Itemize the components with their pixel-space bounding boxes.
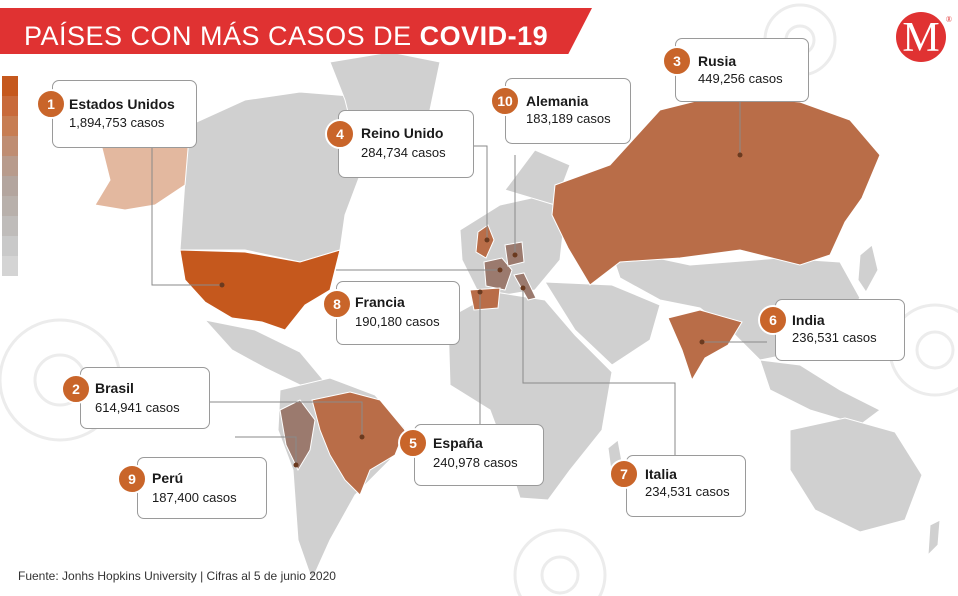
rank-badge: 5 xyxy=(398,428,428,458)
japan-shape xyxy=(857,244,879,293)
country-card: Rusia 449,256 casos xyxy=(675,38,809,102)
country-name: España xyxy=(433,435,483,451)
usa-shape xyxy=(179,249,341,331)
country-card: Perú 187,400 casos xyxy=(137,457,267,519)
country-cases: 240,978 casos xyxy=(433,455,518,470)
southeast-asia-shape xyxy=(759,359,881,426)
rank-badge: 2 xyxy=(61,374,91,404)
country-card: Reino Unido 284,734 casos xyxy=(338,110,474,178)
country-name: Perú xyxy=(152,470,184,486)
country-card: India 236,531 casos xyxy=(775,299,905,361)
scandinavia-shape xyxy=(504,149,571,206)
spain-shape xyxy=(469,287,501,311)
country-card: España 240,978 casos xyxy=(414,424,544,486)
india-shape xyxy=(667,309,743,382)
country-name: Francia xyxy=(355,294,405,310)
country-cases: 234,531 casos xyxy=(645,484,730,499)
legend-swatch xyxy=(2,176,18,196)
country-name: Estados Unidos xyxy=(69,96,175,112)
rank-badge: 1 xyxy=(36,89,66,119)
country-cases: 187,400 casos xyxy=(152,490,237,505)
color-scale-legend xyxy=(2,76,18,276)
country-cases: 284,734 casos xyxy=(361,145,446,160)
australia-shape xyxy=(789,417,923,533)
legend-swatch xyxy=(2,96,18,116)
legend-swatch xyxy=(2,156,18,176)
legend-swatch xyxy=(2,116,18,136)
rank-badge: 7 xyxy=(609,459,639,489)
legend-swatch xyxy=(2,236,18,256)
mexico-central-america-shape xyxy=(203,319,326,386)
country-card: Francia 190,180 casos xyxy=(336,281,460,345)
country-card: Alemania 183,189 casos xyxy=(505,78,631,144)
country-name: Rusia xyxy=(698,53,737,69)
country-card: Brasil 614,941 casos xyxy=(80,367,210,429)
rank-badge: 3 xyxy=(662,46,692,76)
country-name: Alemania xyxy=(526,93,589,109)
country-cases: 449,256 casos xyxy=(698,71,783,86)
country-name: Reino Unido xyxy=(361,125,444,141)
rank-badge: 8 xyxy=(322,289,352,319)
country-name: India xyxy=(792,312,825,328)
country-cases: 183,189 casos xyxy=(526,111,611,126)
rank-badge: 6 xyxy=(758,305,788,335)
country-name: Brasil xyxy=(95,380,134,396)
peru-shape xyxy=(279,399,316,472)
leader-lines xyxy=(151,102,767,465)
legend-swatch xyxy=(2,216,18,236)
country-cases: 614,941 casos xyxy=(95,400,180,415)
legend-swatch xyxy=(2,76,18,96)
country-cases: 236,531 casos xyxy=(792,330,877,345)
new-zealand-shape xyxy=(927,519,941,557)
middle-east-shape xyxy=(544,281,661,366)
milenio-logo-icon: M ® xyxy=(896,12,952,62)
brazil-shape xyxy=(311,391,406,496)
africa-shape xyxy=(447,291,613,501)
legend-swatch xyxy=(2,256,18,276)
country-cases: 1,894,753 casos xyxy=(69,115,165,130)
page-title: PAÍSES CON MÁS CASOS DE COVID-19 xyxy=(24,21,549,51)
title-banner: PAÍSES CON MÁS CASOS DE COVID-19 xyxy=(0,8,592,54)
legend-swatch xyxy=(2,196,18,216)
france-shape xyxy=(483,257,513,291)
legend-swatch xyxy=(2,136,18,156)
rank-badge: 4 xyxy=(325,119,355,149)
source-note: Fuente: Jonhs Hopkins University | Cifra… xyxy=(18,569,336,583)
rank-badge: 10 xyxy=(490,86,520,116)
country-card: Estados Unidos 1,894,753 casos xyxy=(52,80,197,148)
country-card: Italia 234,531 casos xyxy=(626,455,746,517)
rank-badge: 9 xyxy=(117,464,147,494)
country-cases: 190,180 casos xyxy=(355,314,440,329)
country-name: Italia xyxy=(645,466,677,482)
